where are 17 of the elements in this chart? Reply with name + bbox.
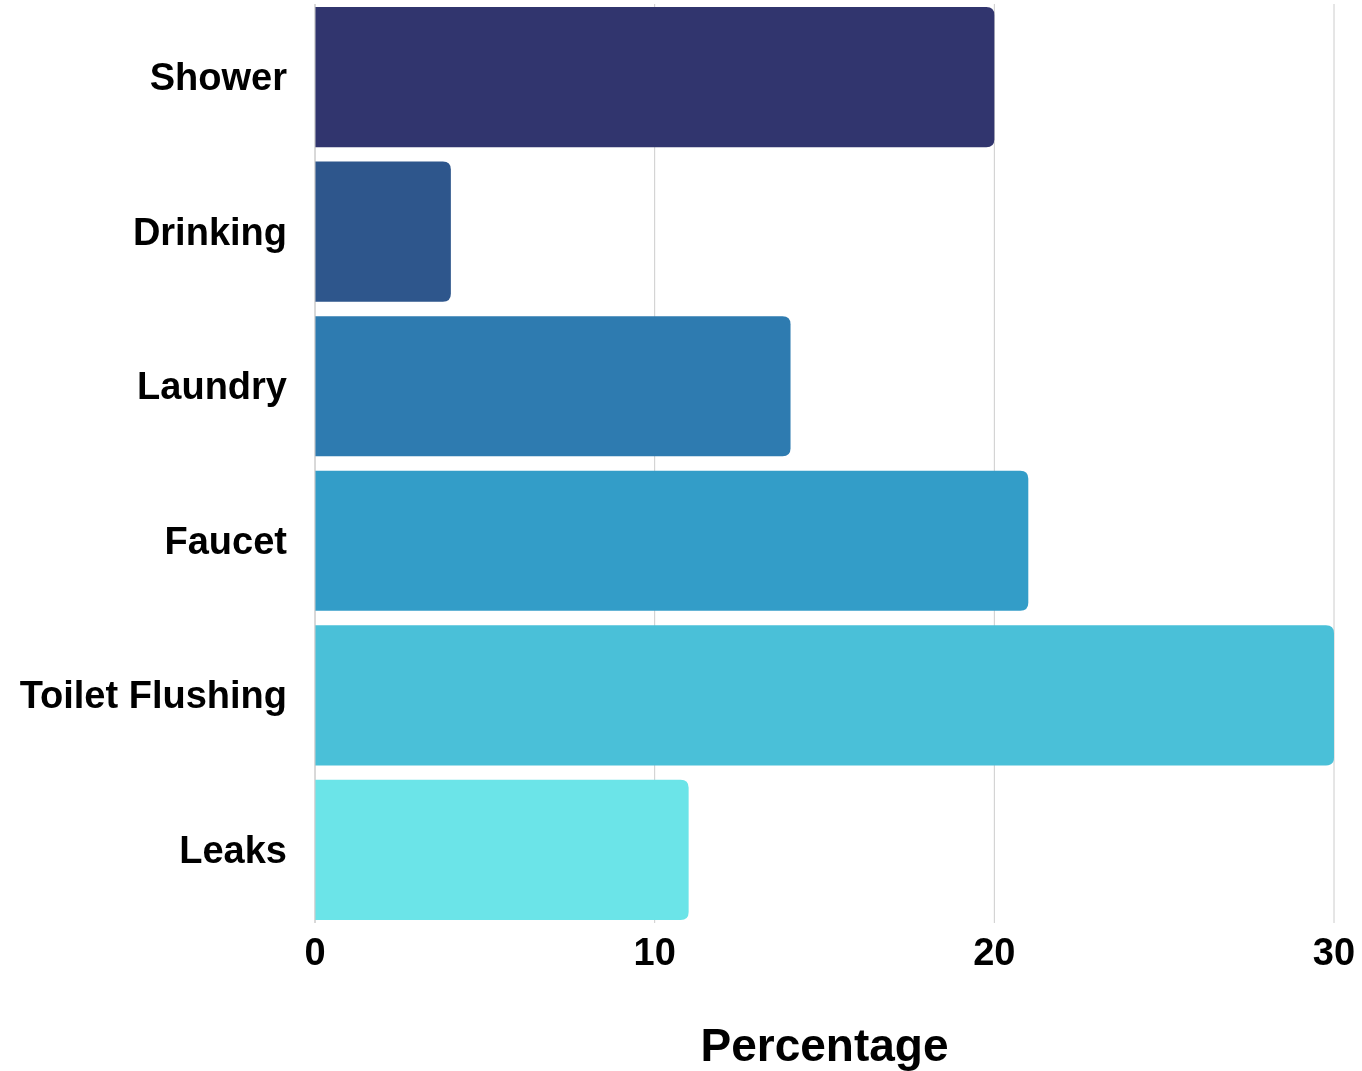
bar [315,161,451,302]
bar [315,316,791,457]
y-tick-label: Faucet [164,519,288,562]
x-tick-label: 10 [633,931,676,973]
y-tick-label: Laundry [137,365,287,408]
x-tick-label: 30 [1312,931,1356,973]
bar [315,470,1029,611]
bar [315,779,689,920]
y-tick-label: Leaks [179,828,287,871]
y-tick-label: Toilet Flushing [19,674,287,717]
y-tick-label: Shower [149,56,288,99]
x-tick-label: 0 [304,931,326,973]
y-tick-label: Drinking [132,210,287,253]
bar [315,625,1334,766]
x-axis-title: Percentage [700,1019,949,1071]
bar [315,7,995,148]
x-tick-label: 20 [973,931,1016,973]
